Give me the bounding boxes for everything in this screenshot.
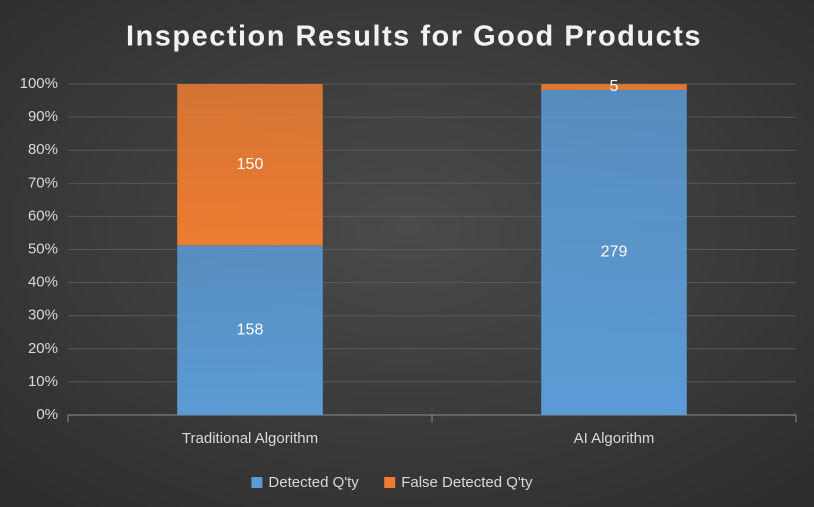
y-tick-label: 60% bbox=[28, 207, 58, 224]
y-tick-label: 0% bbox=[36, 406, 58, 423]
bar-segment bbox=[177, 245, 323, 415]
y-tick-label: 20% bbox=[28, 340, 58, 357]
y-tick-label: 70% bbox=[28, 174, 58, 191]
y-tick-label: 30% bbox=[28, 307, 58, 324]
y-tick-label: 80% bbox=[28, 141, 58, 158]
legend-swatch bbox=[384, 477, 396, 488]
chart-title: Inspection Results for Good Products bbox=[126, 21, 702, 53]
data-label: 5 bbox=[610, 78, 619, 95]
legend-label: False Detected Q'ty bbox=[401, 474, 533, 491]
x-tick-label: AI Algorithm bbox=[574, 430, 655, 447]
bar-segment bbox=[541, 84, 687, 90]
data-label: 158 bbox=[237, 321, 264, 338]
bar-segment bbox=[541, 89, 687, 416]
data-label: 279 bbox=[601, 244, 628, 261]
y-tick-label: 10% bbox=[28, 373, 58, 390]
data-label: 150 bbox=[237, 156, 264, 173]
y-tick-label: 90% bbox=[28, 108, 58, 125]
y-tick-label: 100% bbox=[20, 75, 58, 92]
y-tick-label: 40% bbox=[28, 274, 58, 291]
y-tick-label: 50% bbox=[28, 240, 58, 257]
x-tick-label: Traditional Algorithm bbox=[182, 430, 318, 447]
legend-swatch bbox=[251, 477, 263, 488]
legend-label: Detected Q'ty bbox=[268, 474, 359, 491]
bar-segment bbox=[177, 84, 323, 246]
